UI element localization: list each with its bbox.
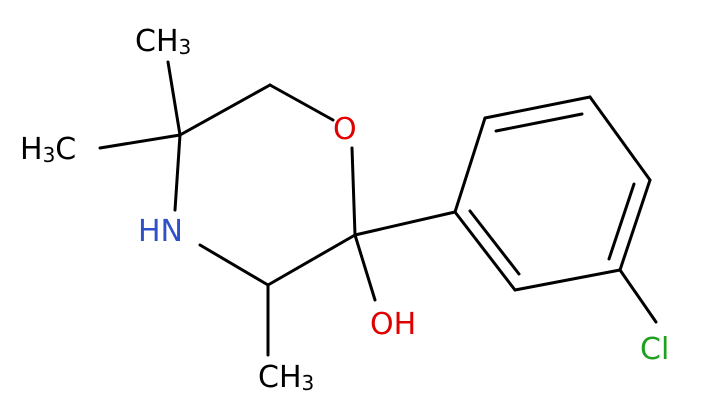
- bond: [173, 133, 182, 212]
- double-bond: [468, 209, 521, 276]
- atom-label: Cl: [640, 332, 669, 367]
- label-main: O: [333, 112, 357, 147]
- bond: [166, 60, 182, 137]
- bond: [618, 268, 658, 324]
- label-sub: 3: [302, 371, 315, 395]
- bond: [268, 83, 335, 122]
- bond: [483, 95, 592, 120]
- label-main: Cl: [640, 332, 669, 367]
- label-main: CH: [258, 360, 302, 395]
- bonds: [98, 60, 658, 357]
- atom-label: OH: [370, 307, 416, 342]
- double-bond: [494, 112, 584, 133]
- atom-label: CH3: [135, 24, 191, 59]
- atom-label: O: [333, 112, 357, 147]
- label-sub: 3: [43, 143, 56, 167]
- label-prefix: H: [20, 132, 43, 167]
- label-main: C: [55, 132, 76, 167]
- bond: [618, 178, 652, 272]
- label-main: CH: [135, 24, 179, 59]
- bond: [513, 268, 622, 292]
- bond: [453, 116, 487, 214]
- atom-label: CH3: [258, 360, 314, 395]
- bond: [178, 83, 272, 137]
- bond: [353, 233, 377, 302]
- bond: [98, 133, 182, 150]
- bond: [266, 233, 357, 287]
- atom-label: H3C: [20, 132, 76, 167]
- bond: [350, 146, 357, 237]
- label-main: OH: [370, 307, 416, 342]
- label-sub: 3: [179, 35, 192, 59]
- label-main: HN: [138, 214, 183, 249]
- bond: [353, 210, 457, 237]
- bond: [453, 210, 517, 292]
- bond: [198, 243, 270, 287]
- double-bond: [607, 182, 636, 261]
- bond: [588, 95, 652, 182]
- atom-label: HN: [138, 214, 183, 249]
